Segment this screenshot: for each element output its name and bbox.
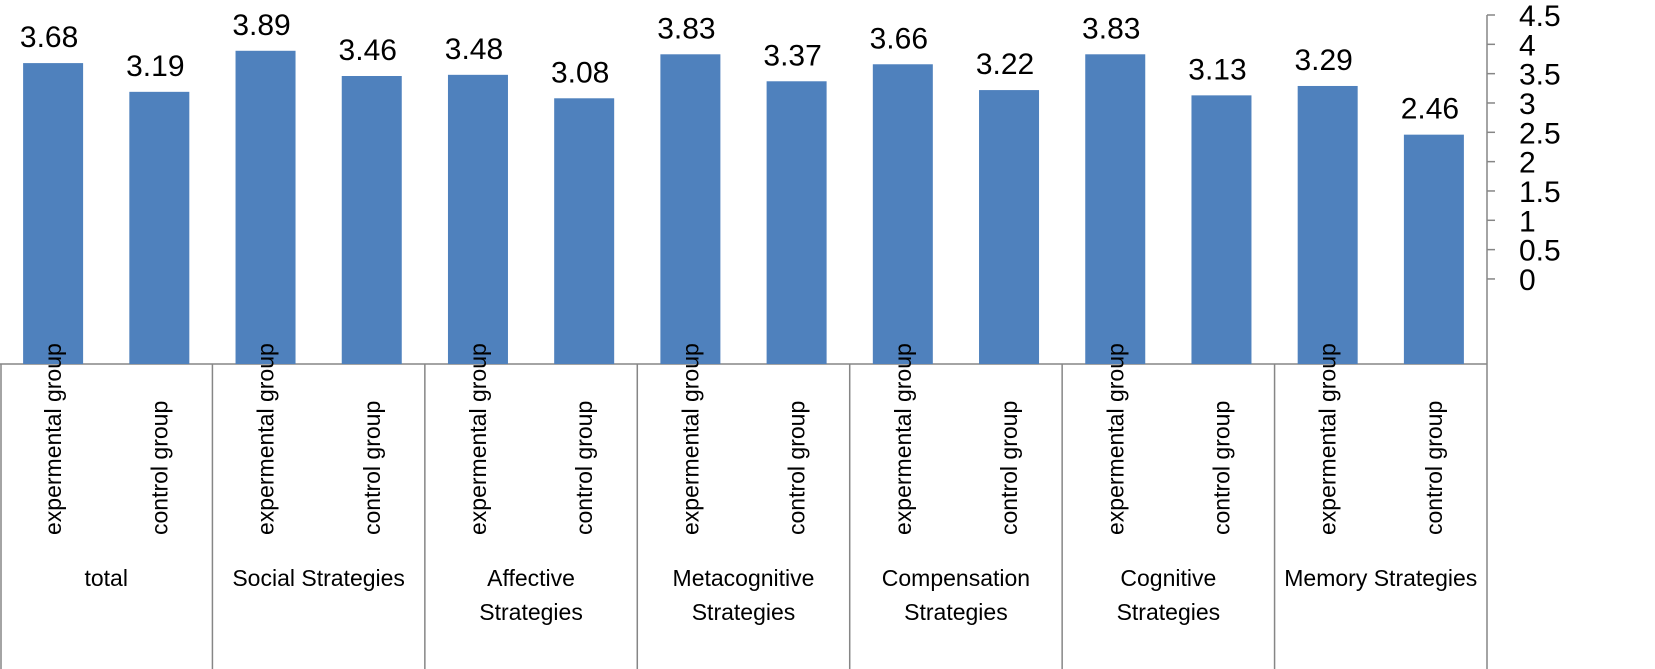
value-label: 3.83: [1082, 12, 1140, 45]
value-label: 3.68: [20, 21, 78, 54]
bar: [447, 74, 508, 364]
group-label: Cognitive Strategies: [1116, 565, 1221, 625]
value-label: 3.13: [1188, 53, 1246, 86]
bar: [1403, 134, 1464, 364]
x-tick-label: expermental group: [465, 343, 491, 535]
y-tick-label: 0.5: [1519, 235, 1561, 268]
value-label: 3.48: [445, 33, 503, 66]
bar: [872, 64, 933, 364]
y-tick-label: 3: [1519, 88, 1536, 121]
bar: [1191, 95, 1252, 365]
x-tick-label: control group: [1208, 401, 1234, 535]
group-label: Memory Strategies: [1284, 565, 1478, 591]
value-label: 3.37: [763, 39, 821, 72]
x-tick-label: control group: [784, 401, 810, 535]
y-tick-label: 4.5: [1519, 0, 1561, 33]
x-tick-label: expermental group: [1315, 343, 1341, 535]
value-label: 3.83: [657, 12, 715, 45]
value-label: 3.66: [870, 22, 928, 55]
x-tick-label: control group: [996, 401, 1022, 535]
group-label: total: [84, 565, 128, 591]
y-tick-label: 4: [1519, 29, 1536, 62]
bar: [554, 98, 615, 364]
group-label: Compensation Strategies: [881, 565, 1031, 625]
y-tick-label: 1.5: [1519, 176, 1561, 209]
x-tick-label: control group: [359, 401, 385, 535]
bar: [1297, 85, 1358, 364]
bar: [235, 50, 296, 364]
bar: [1085, 54, 1146, 364]
x-tick-label: expermental group: [677, 343, 703, 535]
value-label: 3.22: [976, 48, 1034, 81]
value-label: 3.89: [232, 9, 290, 42]
bar: [129, 91, 190, 364]
y-tick-label: 2: [1519, 147, 1536, 180]
value-label: 3.19: [126, 50, 184, 83]
group-label: Social Strategies: [232, 565, 405, 591]
y-tick-label: 3.5: [1519, 59, 1561, 92]
bar: [979, 90, 1040, 365]
value-label: 3.08: [551, 56, 609, 89]
value-label: 2.46: [1401, 93, 1459, 126]
x-tick-label: control group: [146, 401, 172, 535]
x-tick-label: expermental group: [253, 343, 279, 535]
x-tick-label: expermental group: [890, 343, 916, 535]
x-tick-label: control group: [571, 401, 597, 535]
x-tick-label: expermental group: [1102, 343, 1128, 535]
group-label: Affective Strategies: [479, 565, 583, 625]
value-label: 3.29: [1294, 44, 1352, 77]
bar: [341, 76, 402, 364]
bar: [766, 81, 827, 364]
y-tick-label: 0: [1519, 264, 1536, 297]
y-tick-label: 2.5: [1519, 117, 1561, 150]
x-tick-label: control group: [1421, 401, 1447, 535]
bar: [23, 63, 84, 365]
bar: [660, 54, 721, 364]
value-label: 3.46: [339, 34, 397, 67]
x-tick-label: expermental group: [40, 343, 66, 535]
y-tick-label: 1: [1519, 205, 1536, 238]
group-label: Metacognitive Strategies: [672, 565, 815, 625]
